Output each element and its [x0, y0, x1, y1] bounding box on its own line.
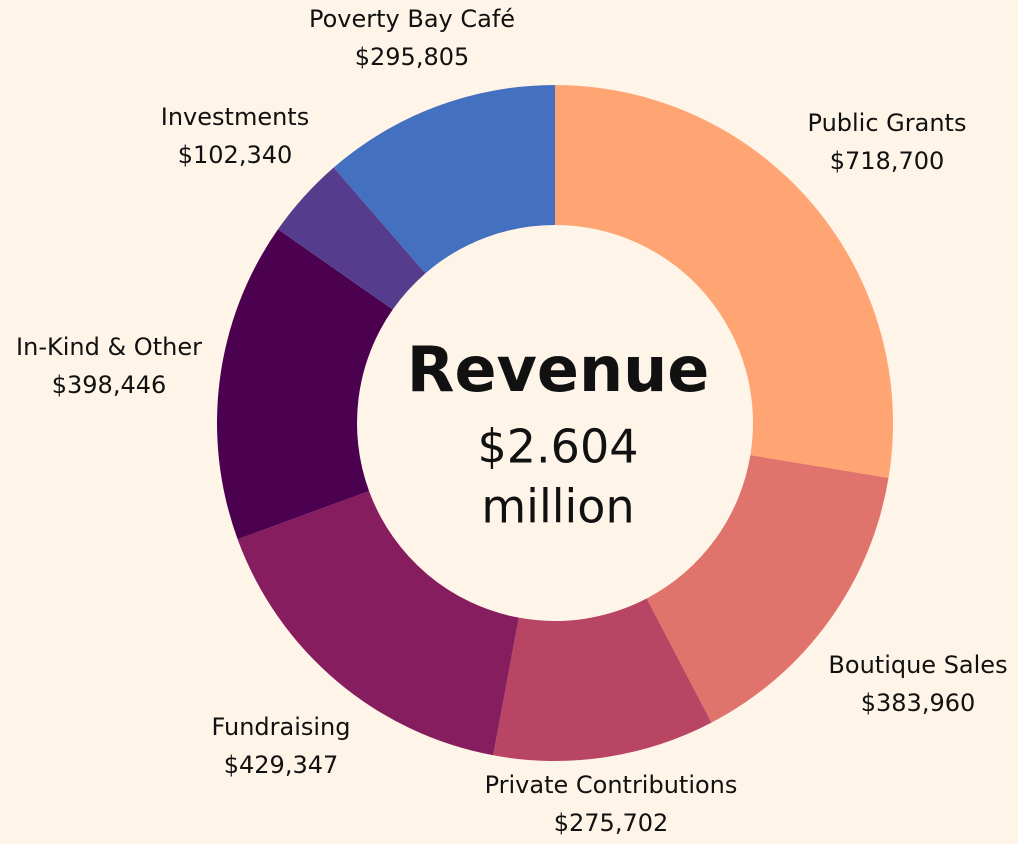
value-label: $102,340 — [178, 141, 293, 169]
value-label: $398,446 — [52, 371, 167, 399]
center-value: $2.604 — [478, 420, 639, 474]
slices — [216, 85, 894, 761]
slice-label: In-Kind & Other — [16, 333, 202, 361]
value-label: $275,702 — [554, 809, 669, 837]
slice — [646, 455, 889, 723]
chart-title: Revenue — [407, 333, 710, 406]
value-label: $718,700 — [830, 147, 945, 175]
slice — [555, 85, 894, 478]
slice-label: Poverty Bay Café — [309, 5, 515, 33]
slice — [237, 491, 519, 756]
slice-label: Boutique Sales — [828, 651, 1007, 679]
slice-label: Fundraising — [211, 713, 350, 741]
value-label: $429,347 — [224, 751, 339, 779]
slice — [278, 167, 426, 310]
slice — [493, 598, 712, 761]
center-unit: million — [481, 480, 634, 534]
slice-label: Investments — [161, 103, 309, 131]
slice-label: Private Contributions — [485, 771, 738, 799]
value-label: $295,805 — [355, 43, 470, 71]
slice — [333, 85, 555, 274]
slice — [216, 229, 393, 540]
value-label: $383,960 — [861, 689, 976, 717]
slice-label: Public Grants — [808, 109, 967, 137]
